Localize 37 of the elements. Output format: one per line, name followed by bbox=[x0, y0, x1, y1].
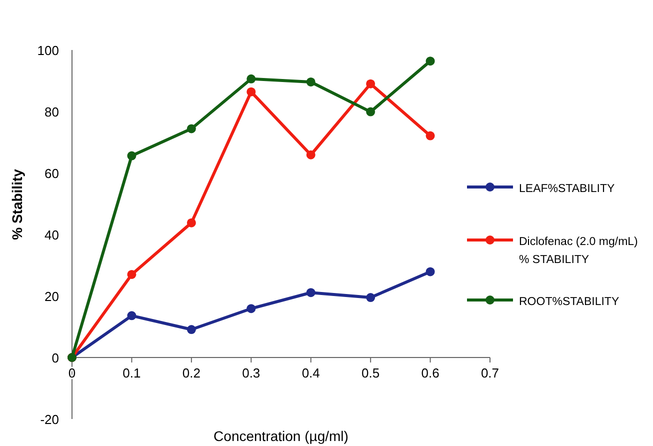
point bbox=[426, 56, 435, 66]
legend-label: Diclofenac (2.0 mg/mL) % STABILITY bbox=[519, 236, 638, 266]
point bbox=[246, 304, 256, 314]
point bbox=[186, 218, 196, 228]
y-tick-label: 40 bbox=[44, 228, 59, 242]
point bbox=[127, 151, 136, 160]
x-tick-label: 0.6 bbox=[421, 366, 440, 380]
x-tick-label: 0.1 bbox=[122, 366, 141, 380]
legend-label: LEAF%STABILITY bbox=[519, 183, 615, 195]
point bbox=[426, 131, 435, 140]
point bbox=[306, 288, 316, 298]
point bbox=[186, 124, 196, 134]
point bbox=[246, 87, 256, 96]
x-tick-label: 0.7 bbox=[480, 366, 500, 380]
y-tick-label: 60 bbox=[44, 166, 59, 181]
point bbox=[127, 270, 136, 279]
y-axis-title: % Stability bbox=[9, 168, 25, 240]
x-tick-label: 0.5 bbox=[362, 366, 380, 380]
y-tick-label: -20 bbox=[40, 412, 59, 427]
point bbox=[306, 150, 316, 160]
point bbox=[426, 267, 435, 276]
point bbox=[366, 79, 376, 88]
point bbox=[186, 325, 196, 334]
point bbox=[127, 311, 136, 320]
point bbox=[306, 77, 316, 86]
y-tick-label: 100 bbox=[37, 43, 59, 58]
point bbox=[366, 293, 376, 302]
y-tick-label: 80 bbox=[44, 104, 59, 120]
x-tick-label: 0.3 bbox=[242, 366, 260, 380]
point bbox=[246, 74, 256, 84]
x-tick-label: 0.2 bbox=[182, 366, 200, 380]
y-tick-label: 20 bbox=[44, 289, 59, 304]
legend-label: ROOT%STABILITY bbox=[519, 296, 620, 308]
y-tick-label: 0 bbox=[52, 350, 59, 366]
x-tick-label: 0.4 bbox=[302, 366, 320, 380]
point bbox=[366, 107, 376, 116]
x-axis-title: Concentration (µg/ml) bbox=[214, 428, 348, 444]
